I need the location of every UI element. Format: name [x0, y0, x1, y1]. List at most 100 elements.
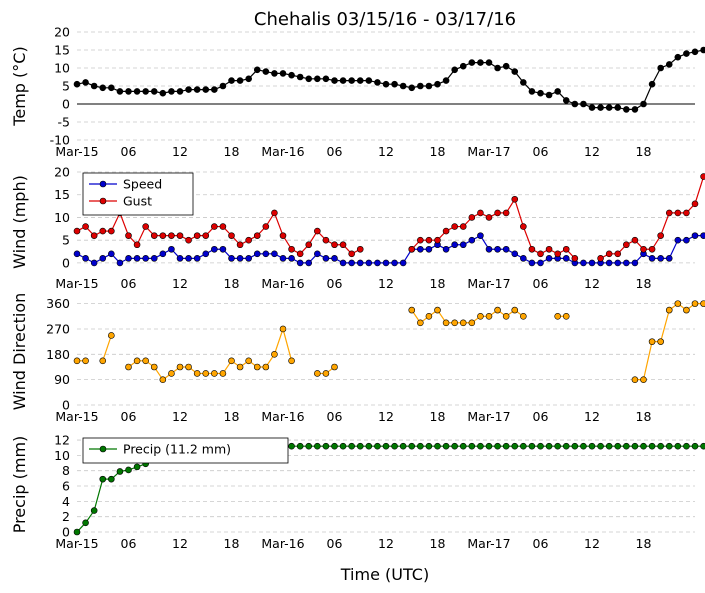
data-point — [236, 255, 244, 262]
data-point — [442, 319, 450, 327]
data-point — [90, 82, 98, 90]
data-point — [288, 245, 295, 253]
data-point — [434, 306, 441, 314]
data-point — [374, 442, 381, 450]
data-point — [99, 227, 107, 235]
y-tick-label: 15 — [54, 187, 70, 202]
data-point — [314, 250, 321, 258]
y-tick-label: 5 — [62, 233, 70, 248]
data-point — [73, 80, 81, 88]
x-tick-label: 18 — [430, 409, 446, 424]
data-point — [331, 363, 338, 371]
data-point — [580, 100, 587, 108]
data-point — [331, 77, 338, 84]
data-point — [150, 88, 158, 95]
data-point — [253, 363, 261, 371]
data-point — [288, 255, 295, 262]
data-point — [305, 259, 313, 267]
data-point — [588, 259, 596, 267]
data-point — [665, 255, 673, 262]
y-tick-label: 0 — [62, 97, 70, 112]
data-point — [588, 442, 596, 450]
data-point — [73, 250, 81, 258]
data-point — [477, 232, 484, 239]
data-point — [417, 236, 424, 244]
data-point — [176, 363, 184, 371]
panel-wind: 0 5 10 15 20 Wind (mph) Mar-15 06 12 18 Mar-16 06 12… — [10, 165, 705, 291]
x-tick-label: Mar-16 — [261, 144, 304, 159]
data-point — [314, 75, 321, 83]
data-point — [339, 77, 347, 84]
y-tick-label: 90 — [54, 372, 70, 387]
data-point — [142, 223, 149, 230]
x-tick-label: 18 — [430, 276, 446, 291]
data-point — [451, 66, 458, 74]
data-point — [296, 259, 304, 267]
data-point — [520, 312, 527, 320]
data-point — [520, 255, 527, 262]
data-point — [485, 59, 493, 66]
data-point — [605, 104, 613, 111]
data-point — [631, 376, 639, 383]
data-point — [262, 68, 270, 75]
data-point — [185, 86, 192, 93]
data-point — [674, 236, 682, 244]
data-point — [648, 255, 656, 262]
data-point — [271, 70, 278, 77]
x-tick-label: 12 — [172, 144, 188, 159]
data-point — [468, 442, 476, 450]
data-point — [494, 245, 501, 253]
data-point — [674, 53, 682, 61]
data-point — [228, 255, 235, 262]
data-point — [150, 232, 158, 239]
x-tick-label: 18 — [430, 144, 446, 159]
data-point — [348, 250, 355, 258]
y-tick-label: 180 — [46, 347, 70, 362]
data-point — [425, 442, 433, 450]
data-point — [597, 442, 604, 450]
data-point — [605, 250, 613, 258]
data-point — [339, 259, 347, 267]
data-point — [314, 442, 321, 450]
data-point — [125, 88, 132, 95]
data-point — [648, 80, 656, 88]
data-point — [485, 442, 493, 450]
data-point — [442, 245, 450, 253]
chart-title: Chehalis 03/15/16 - 03/17/16 — [254, 9, 516, 30]
data-point — [185, 363, 192, 371]
data-point — [193, 370, 201, 377]
data-point — [185, 255, 192, 262]
data-point — [640, 376, 647, 383]
legend-label: Gust — [123, 194, 152, 209]
x-tick-label: Mar-16 — [261, 409, 304, 424]
data-point — [657, 232, 664, 239]
data-point — [279, 325, 287, 333]
data-point — [451, 442, 458, 450]
data-point — [108, 475, 115, 483]
data-point — [648, 442, 656, 450]
data-point — [691, 442, 699, 450]
data-point — [348, 77, 355, 84]
data-point — [253, 66, 261, 74]
data-point — [125, 232, 132, 239]
data-point — [648, 245, 656, 253]
data-point — [288, 357, 295, 365]
data-point — [665, 209, 673, 217]
data-point — [691, 232, 699, 239]
data-point — [133, 241, 141, 249]
data-point — [176, 88, 184, 95]
data-point — [502, 245, 510, 253]
data-point — [82, 519, 89, 527]
data-point — [202, 86, 210, 93]
data-point — [425, 82, 433, 90]
data-point — [90, 507, 98, 514]
data-point — [356, 259, 364, 267]
data-point — [331, 442, 338, 450]
data-point — [253, 232, 261, 239]
data-point — [648, 338, 656, 345]
data-point — [82, 357, 89, 365]
data-point — [554, 312, 561, 320]
series-line — [102, 335, 112, 361]
data-point — [271, 209, 278, 217]
